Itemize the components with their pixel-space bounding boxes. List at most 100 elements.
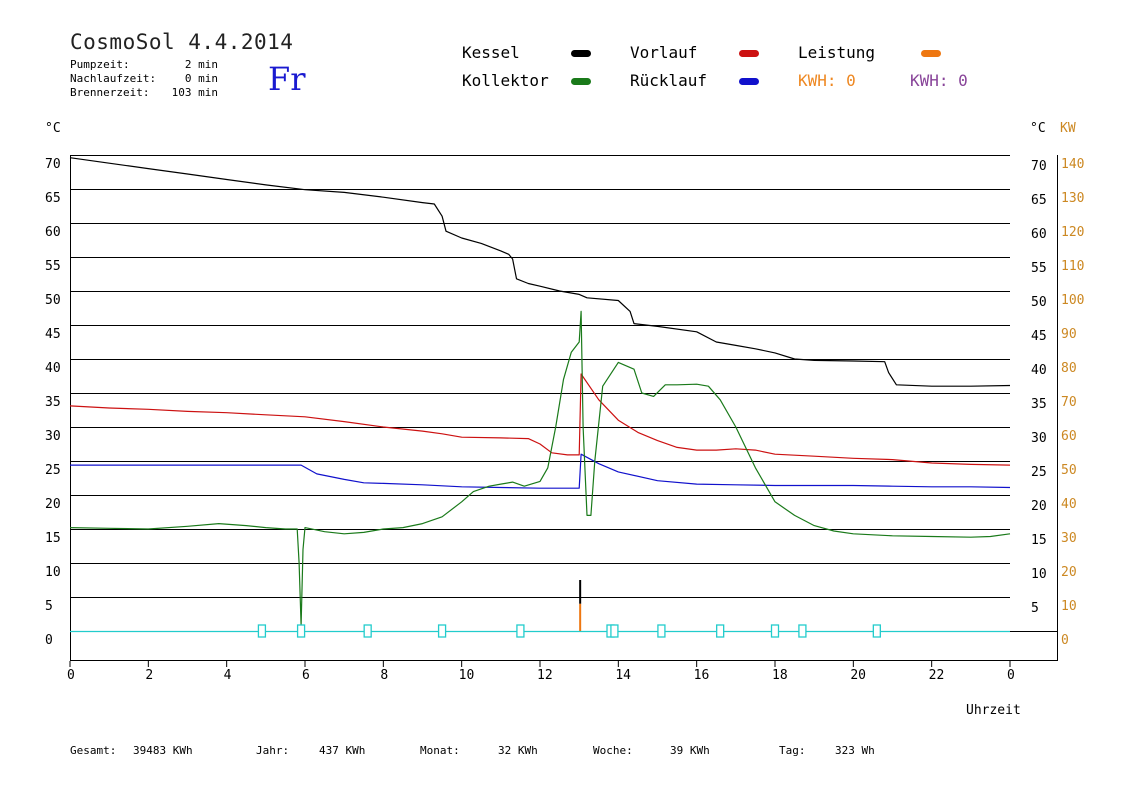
y-tick-label-kw: 120 [1061, 225, 1084, 240]
footer-gesamt-label: Gesamt: [70, 744, 117, 757]
pump-marker [657, 624, 666, 638]
y-tick-label-left: 25 [45, 463, 61, 478]
series-line-vorlauf [69, 373, 1011, 466]
legend-ruecklauf-label: Rücklauf [630, 71, 708, 90]
legend-leistung-label: Leistung [798, 43, 876, 62]
y-tick-label-right: 60 [1031, 227, 1047, 242]
brennerzeit-value: 103 min [171, 86, 218, 99]
x-tick-label: 2 [145, 668, 153, 683]
legend-vorlauf-swatch [739, 50, 759, 57]
y-tick-label-right: 25 [1031, 465, 1047, 480]
legend-leistung-swatch [921, 50, 941, 57]
weekday-label: Fr [268, 60, 306, 98]
pumpzeit-value: 2 min [184, 58, 218, 71]
y-tick-label-left: 5 [45, 599, 53, 614]
y-tick-label-right: 30 [1031, 431, 1047, 446]
x-tick-label: 16 [694, 668, 710, 683]
y-tick-label-kw: 90 [1061, 327, 1077, 342]
footer-tag-value: 323 Wh [835, 744, 875, 757]
y-tick-label-kw: 140 [1061, 157, 1084, 172]
y-tick-label-kw: 130 [1061, 191, 1084, 206]
x-tick-label: 12 [537, 668, 553, 683]
pump-marker [610, 624, 619, 638]
y-tick-label-left: 30 [45, 429, 61, 444]
series-line-ruecklauf [70, 453, 1011, 489]
series-layer [69, 157, 1011, 638]
legend-kwh-purple: KWH: 0 [910, 71, 968, 90]
y-tick-label-kw: 50 [1061, 463, 1077, 478]
y-tick-label-right: 5 [1031, 601, 1039, 616]
y-axis-kw-unit: KW [1060, 121, 1076, 136]
pump-marker [437, 624, 447, 638]
chart-title: CosmoSol 4.4.2014 [70, 30, 294, 54]
axes [69, 155, 1058, 667]
pump-marker [798, 624, 807, 638]
y-tick-label-kw: 110 [1061, 259, 1084, 274]
y-tick-label-kw: 0 [1061, 633, 1069, 648]
x-tick-label: 0 [1007, 668, 1015, 683]
x-axis-label: Uhrzeit [966, 703, 1021, 718]
y-tick-label-left: 15 [45, 531, 61, 546]
y-tick-label-left: 45 [45, 327, 61, 342]
y-tick-label-right: 35 [1031, 397, 1047, 412]
y-tick-label-left: 20 [45, 497, 61, 512]
x-tick-label: 6 [302, 668, 310, 683]
y-tick-label-left: 65 [45, 191, 61, 206]
y-tick-label-left: 55 [45, 259, 61, 274]
pumpzeit-label: Pumpzeit: [70, 58, 130, 71]
nachlaufzeit-value: 0 min [184, 72, 218, 85]
y-tick-label-right: 45 [1031, 329, 1047, 344]
x-tick-label: 10 [459, 668, 475, 683]
y-tick-label-right: 70 [1031, 159, 1047, 174]
footer-jahr-label: Jahr: [256, 744, 290, 757]
legend-ruecklauf-swatch [739, 78, 759, 85]
y-tick-label-left: 35 [45, 395, 61, 410]
y-tick-label-left: 60 [45, 225, 61, 240]
pump-marker [257, 624, 267, 638]
y-tick-label-kw: 100 [1061, 293, 1084, 308]
y-tick-label-kw: 80 [1061, 361, 1077, 376]
x-tick-label: 0 [67, 668, 75, 683]
y-axis-right-unit: °C [1030, 121, 1046, 136]
footer-woche-label: Woche: [593, 744, 633, 757]
brennerzeit-label: Brennerzeit: [70, 86, 150, 99]
y-tick-label-left: 40 [45, 361, 61, 376]
y-tick-label-left: 0 [45, 633, 53, 648]
y-tick-label-kw: 10 [1061, 599, 1077, 614]
legend-kessel-label: Kessel [462, 43, 520, 62]
y-tick-label-left: 70 [45, 157, 61, 172]
footer-gesamt-value: 39483 KWh [133, 744, 193, 757]
footer-tag-label: Tag: [779, 744, 806, 757]
pump-marker [296, 624, 306, 638]
footer-jahr-value: 437 KWh [319, 744, 366, 757]
tick-labels: 0 2 4 6 8 10 12 14 16 18 20 22 005101520253035404550… [45, 157, 1084, 683]
footer-woche-value: 39 KWh [670, 744, 710, 757]
y-tick-label-right: 40 [1031, 363, 1047, 378]
footer-monat-value: 32 KWh [498, 744, 538, 757]
y-axis-left-unit: °C [45, 121, 61, 136]
y-tick-label-right: 50 [1031, 295, 1047, 310]
pump-marker [716, 624, 725, 638]
pump-marker [872, 624, 881, 638]
y-tick-label-right: 10 [1031, 567, 1047, 582]
x-tick-label: 4 [224, 668, 232, 683]
grid-lines [70, 155, 1010, 598]
y-tick-label-right: 20 [1031, 499, 1047, 514]
nachlaufzeit-label: Nachlaufzeit: [70, 72, 157, 85]
x-tick-label: 20 [850, 668, 866, 683]
legend-vorlauf-label: Vorlauf [630, 43, 698, 62]
legend-kollektor-label: Kollektor [462, 71, 549, 90]
y-tick-label-right: 55 [1031, 261, 1047, 276]
x-tick-label: 14 [615, 668, 631, 683]
y-tick-label-kw: 60 [1061, 429, 1077, 444]
legend-kollektor-swatch [571, 78, 591, 85]
pump-marker [770, 624, 780, 638]
y-tick-label-left: 10 [45, 565, 61, 580]
y-tick-label-kw: 20 [1061, 565, 1077, 580]
legend-kwh-orange: KWH: 0 [798, 71, 856, 90]
y-tick-label-kw: 30 [1061, 531, 1077, 546]
y-tick-label-right: 65 [1031, 193, 1047, 208]
pump-marker [363, 624, 372, 638]
series-line-kessel [69, 157, 1011, 387]
